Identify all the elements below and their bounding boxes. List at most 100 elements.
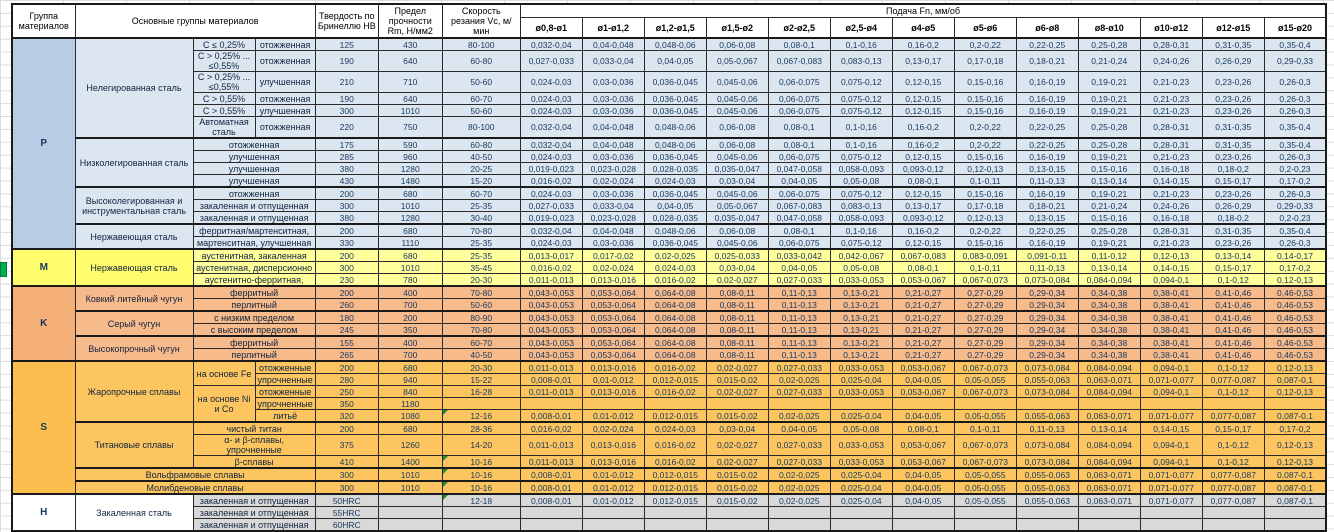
feed-value-cell[interactable]: 0,011-0,013 xyxy=(519,360,583,374)
feed-value-cell[interactable]: 0,25-0,28 xyxy=(1077,137,1141,151)
feed-value-cell[interactable]: 0,033-0,04 xyxy=(581,50,645,72)
feed-value-cell[interactable]: 0,19-0,21 xyxy=(1077,92,1141,105)
table-cell[interactable]: 230 xyxy=(314,273,379,287)
table-cell[interactable]: 70-80 xyxy=(441,285,521,299)
table-cell[interactable]: 380 xyxy=(314,211,379,225)
feed-value-cell[interactable] xyxy=(643,397,707,410)
feed-value-cell[interactable]: 0,17-0,2 xyxy=(1263,261,1327,274)
feed-value-cell[interactable]: 0,017-0,02 xyxy=(581,248,645,262)
feed-value-cell[interactable] xyxy=(1201,518,1265,532)
feed-value-cell[interactable]: 0,03-0,036 xyxy=(581,92,645,105)
feed-value-cell[interactable]: 0,045-0,06 xyxy=(705,236,769,250)
col-header-diameter[interactable]: ø8-ø10 xyxy=(1077,17,1141,39)
table-cell[interactable]: 60-80 xyxy=(441,50,521,72)
feed-value-cell[interactable]: 0,26-0,3 xyxy=(1263,92,1327,105)
feed-value-cell[interactable] xyxy=(829,397,893,410)
feed-value-cell[interactable]: 0,27-0,29 xyxy=(953,323,1017,337)
feed-value-cell[interactable]: 0,04-0,048 xyxy=(581,137,645,151)
feed-value-cell[interactable]: 0,013-0,016 xyxy=(581,434,645,456)
feed-value-cell[interactable]: 0,08-0,11 xyxy=(705,285,769,299)
feed-value-cell[interactable]: 0,067-0,083 xyxy=(767,50,831,72)
feed-value-cell[interactable]: 0,16-0,19 xyxy=(1015,92,1079,105)
feed-value-cell[interactable]: 0,11-0,13 xyxy=(1015,261,1079,274)
feed-value-cell[interactable]: 0,033-0,053 xyxy=(829,273,893,287)
group-letter-cell[interactable]: S xyxy=(11,360,76,495)
feed-value-cell[interactable]: 0,13-0,14 xyxy=(1201,248,1265,262)
feed-value-cell[interactable]: 0,11-0,13 xyxy=(767,310,831,324)
feed-value-cell[interactable]: 0,18-0,2 xyxy=(1201,162,1265,175)
feed-value-cell[interactable]: 0,05-0,055 xyxy=(953,480,1017,495)
feed-value-cell[interactable]: 0,063-0,071 xyxy=(1077,493,1141,507)
table-cell[interactable]: 50-60 xyxy=(441,298,521,312)
feed-value-cell[interactable]: 0,053-0,067 xyxy=(891,360,955,374)
feed-value-cell[interactable]: 0,045-0,06 xyxy=(705,104,769,117)
feed-value-cell[interactable]: 0,38-0,41 xyxy=(1139,335,1203,349)
feed-value-cell[interactable]: 0,058-0,093 xyxy=(829,162,893,175)
feed-value-cell[interactable]: 0,1-0,16 xyxy=(829,37,893,51)
table-cell[interactable]: 1110 xyxy=(377,236,443,250)
feed-value-cell[interactable]: 0,12-0,13 xyxy=(1263,273,1327,287)
feed-value-cell[interactable]: 0,34-0,38 xyxy=(1077,323,1141,337)
table-cell[interactable]: улучшенная xyxy=(254,104,316,117)
feed-value-cell[interactable]: 0,016-0,02 xyxy=(643,273,707,287)
table-cell[interactable]: 14-20 xyxy=(441,434,521,456)
table-cell[interactable]: Нелегированная сталь xyxy=(74,37,194,139)
feed-value-cell[interactable] xyxy=(519,506,583,519)
feed-value-cell[interactable]: 0,1-0,12 xyxy=(1201,434,1265,456)
feed-value-cell[interactable]: 0,024-0,03 xyxy=(519,236,583,250)
feed-value-cell[interactable]: 0,02-0,024 xyxy=(581,421,645,435)
feed-value-cell[interactable]: 0,11-0,13 xyxy=(1015,174,1079,188)
table-cell[interactable] xyxy=(377,506,443,519)
feed-value-cell[interactable]: 0,06-0,08 xyxy=(705,116,769,139)
feed-value-cell[interactable]: 0,29-0,33 xyxy=(1263,50,1327,72)
feed-value-cell[interactable]: 0,02-0,025 xyxy=(767,373,831,386)
col-header-diameter[interactable]: ø12-ø15 xyxy=(1201,17,1265,39)
feed-value-cell[interactable]: 0,21-0,24 xyxy=(1077,199,1141,212)
feed-value-cell[interactable]: 0,21-0,23 xyxy=(1139,104,1203,117)
table-cell[interactable]: 320 xyxy=(314,409,379,423)
feed-value-cell[interactable]: 0,013-0,016 xyxy=(581,273,645,287)
table-cell[interactable]: 280 xyxy=(314,373,379,386)
col-header-diameter[interactable]: ø4-ø5 xyxy=(891,17,955,39)
feed-value-cell[interactable]: 0,11-0,12 xyxy=(1077,248,1141,262)
table-cell[interactable]: улучшенная xyxy=(192,150,316,163)
table-cell[interactable]: 410 xyxy=(314,455,379,469)
table-cell[interactable]: 200 xyxy=(377,310,443,324)
table-cell[interactable]: 640 xyxy=(377,92,443,105)
feed-value-cell[interactable]: 0,46-0,53 xyxy=(1263,323,1327,337)
feed-value-cell[interactable]: 0,13-0,17 xyxy=(891,199,955,212)
feed-value-cell[interactable]: 0,13-0,14 xyxy=(1077,421,1141,435)
table-cell[interactable]: 12-18 xyxy=(441,493,521,507)
feed-value-cell[interactable]: 0,015-0,02 xyxy=(705,493,769,507)
feed-value-cell[interactable]: 0,067-0,073 xyxy=(953,434,1017,456)
feed-value-cell[interactable]: 0,028-0,035 xyxy=(643,162,707,175)
feed-value-cell[interactable]: 0,06-0,075 xyxy=(767,236,831,250)
feed-value-cell[interactable]: 0,012-0,015 xyxy=(643,467,707,482)
feed-value-cell[interactable]: 0,19-0,21 xyxy=(1077,150,1141,163)
feed-value-cell[interactable]: 0,22-0,25 xyxy=(1015,223,1079,237)
feed-value-cell[interactable]: 0,21-0,23 xyxy=(1139,186,1203,200)
feed-value-cell[interactable]: 0,05-0,055 xyxy=(953,373,1017,386)
feed-value-cell[interactable]: 0,053-0,067 xyxy=(891,455,955,469)
group-letter-cell[interactable]: H xyxy=(11,493,76,532)
feed-value-cell[interactable]: 0,13-0,15 xyxy=(1015,211,1079,225)
feed-value-cell[interactable]: 0,084-0,094 xyxy=(1077,434,1141,456)
col-header-feed[interactable]: Подача Fn, мм/об xyxy=(519,3,1327,18)
feed-value-cell[interactable]: 0,055-0,063 xyxy=(1015,409,1079,423)
feed-value-cell[interactable]: 0,077-0,087 xyxy=(1201,373,1265,386)
feed-value-cell[interactable] xyxy=(643,506,707,519)
feed-value-cell[interactable]: 0,12-0,15 xyxy=(891,186,955,200)
feed-value-cell[interactable]: 0,16-0,2 xyxy=(891,37,955,51)
table-cell[interactable]: 1480 xyxy=(377,174,443,188)
feed-value-cell[interactable]: 0,13-0,21 xyxy=(829,323,893,337)
feed-value-cell[interactable]: 0,21-0,27 xyxy=(891,310,955,324)
feed-value-cell[interactable]: 0,2-0,22 xyxy=(953,116,1017,139)
feed-value-cell[interactable]: 0,46-0,53 xyxy=(1263,310,1327,324)
feed-value-cell[interactable]: 0,05-0,08 xyxy=(829,261,893,274)
feed-value-cell[interactable]: 0,26-0,3 xyxy=(1263,236,1327,250)
feed-value-cell[interactable]: 0,077-0,087 xyxy=(1201,493,1265,507)
feed-value-cell[interactable]: 0,053-0,064 xyxy=(581,348,645,362)
table-cell[interactable] xyxy=(377,518,443,532)
feed-value-cell[interactable]: 0,38-0,41 xyxy=(1139,298,1203,312)
feed-value-cell[interactable]: 0,02-0,025 xyxy=(767,493,831,507)
